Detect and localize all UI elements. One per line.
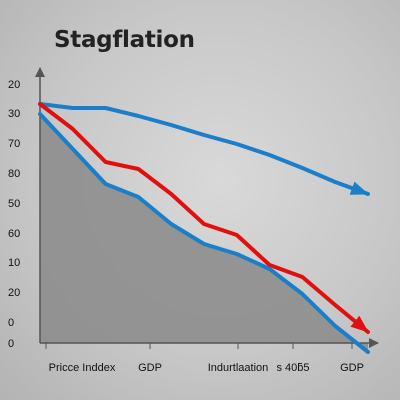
x-tick-label: GDP — [138, 362, 162, 374]
y-tick-label: 0 — [8, 338, 14, 350]
y-tick-label: 10 — [8, 257, 20, 269]
x-tick-layer: Pricce Inddex GDP Indurtlaation s 40ƃ5 GDP — [45, 343, 364, 374]
y-tick-label: 70 — [8, 138, 20, 150]
y-tick-label: 20 — [8, 287, 20, 299]
x-tick-label: Indurtlaation — [208, 362, 269, 374]
chart-title: Stagflation — [54, 27, 195, 53]
shaded-area — [40, 114, 368, 352]
x-tick-label: Pricce Inddex — [49, 362, 116, 374]
y-tick-label: 60 — [8, 228, 20, 240]
y-tick-label: 0 — [8, 317, 14, 329]
y-tick-label: 80 — [8, 168, 20, 180]
y-tick-label: 20 — [8, 79, 20, 91]
x-tick-label: s 40ƃ5 — [276, 362, 309, 374]
y-tick-label: 50 — [8, 198, 20, 210]
y-tick-layer: 20 30 70 80 50 60 10 20 0 0 — [8, 79, 20, 350]
series-line-2 — [38, 102, 370, 334]
series-line-3 — [38, 112, 370, 354]
y-tick-label: 30 — [8, 108, 20, 120]
x-tick-label: GDP — [340, 362, 364, 374]
series-line-1 — [38, 102, 370, 196]
area-layer — [40, 114, 368, 352]
series-layer — [38, 102, 370, 354]
